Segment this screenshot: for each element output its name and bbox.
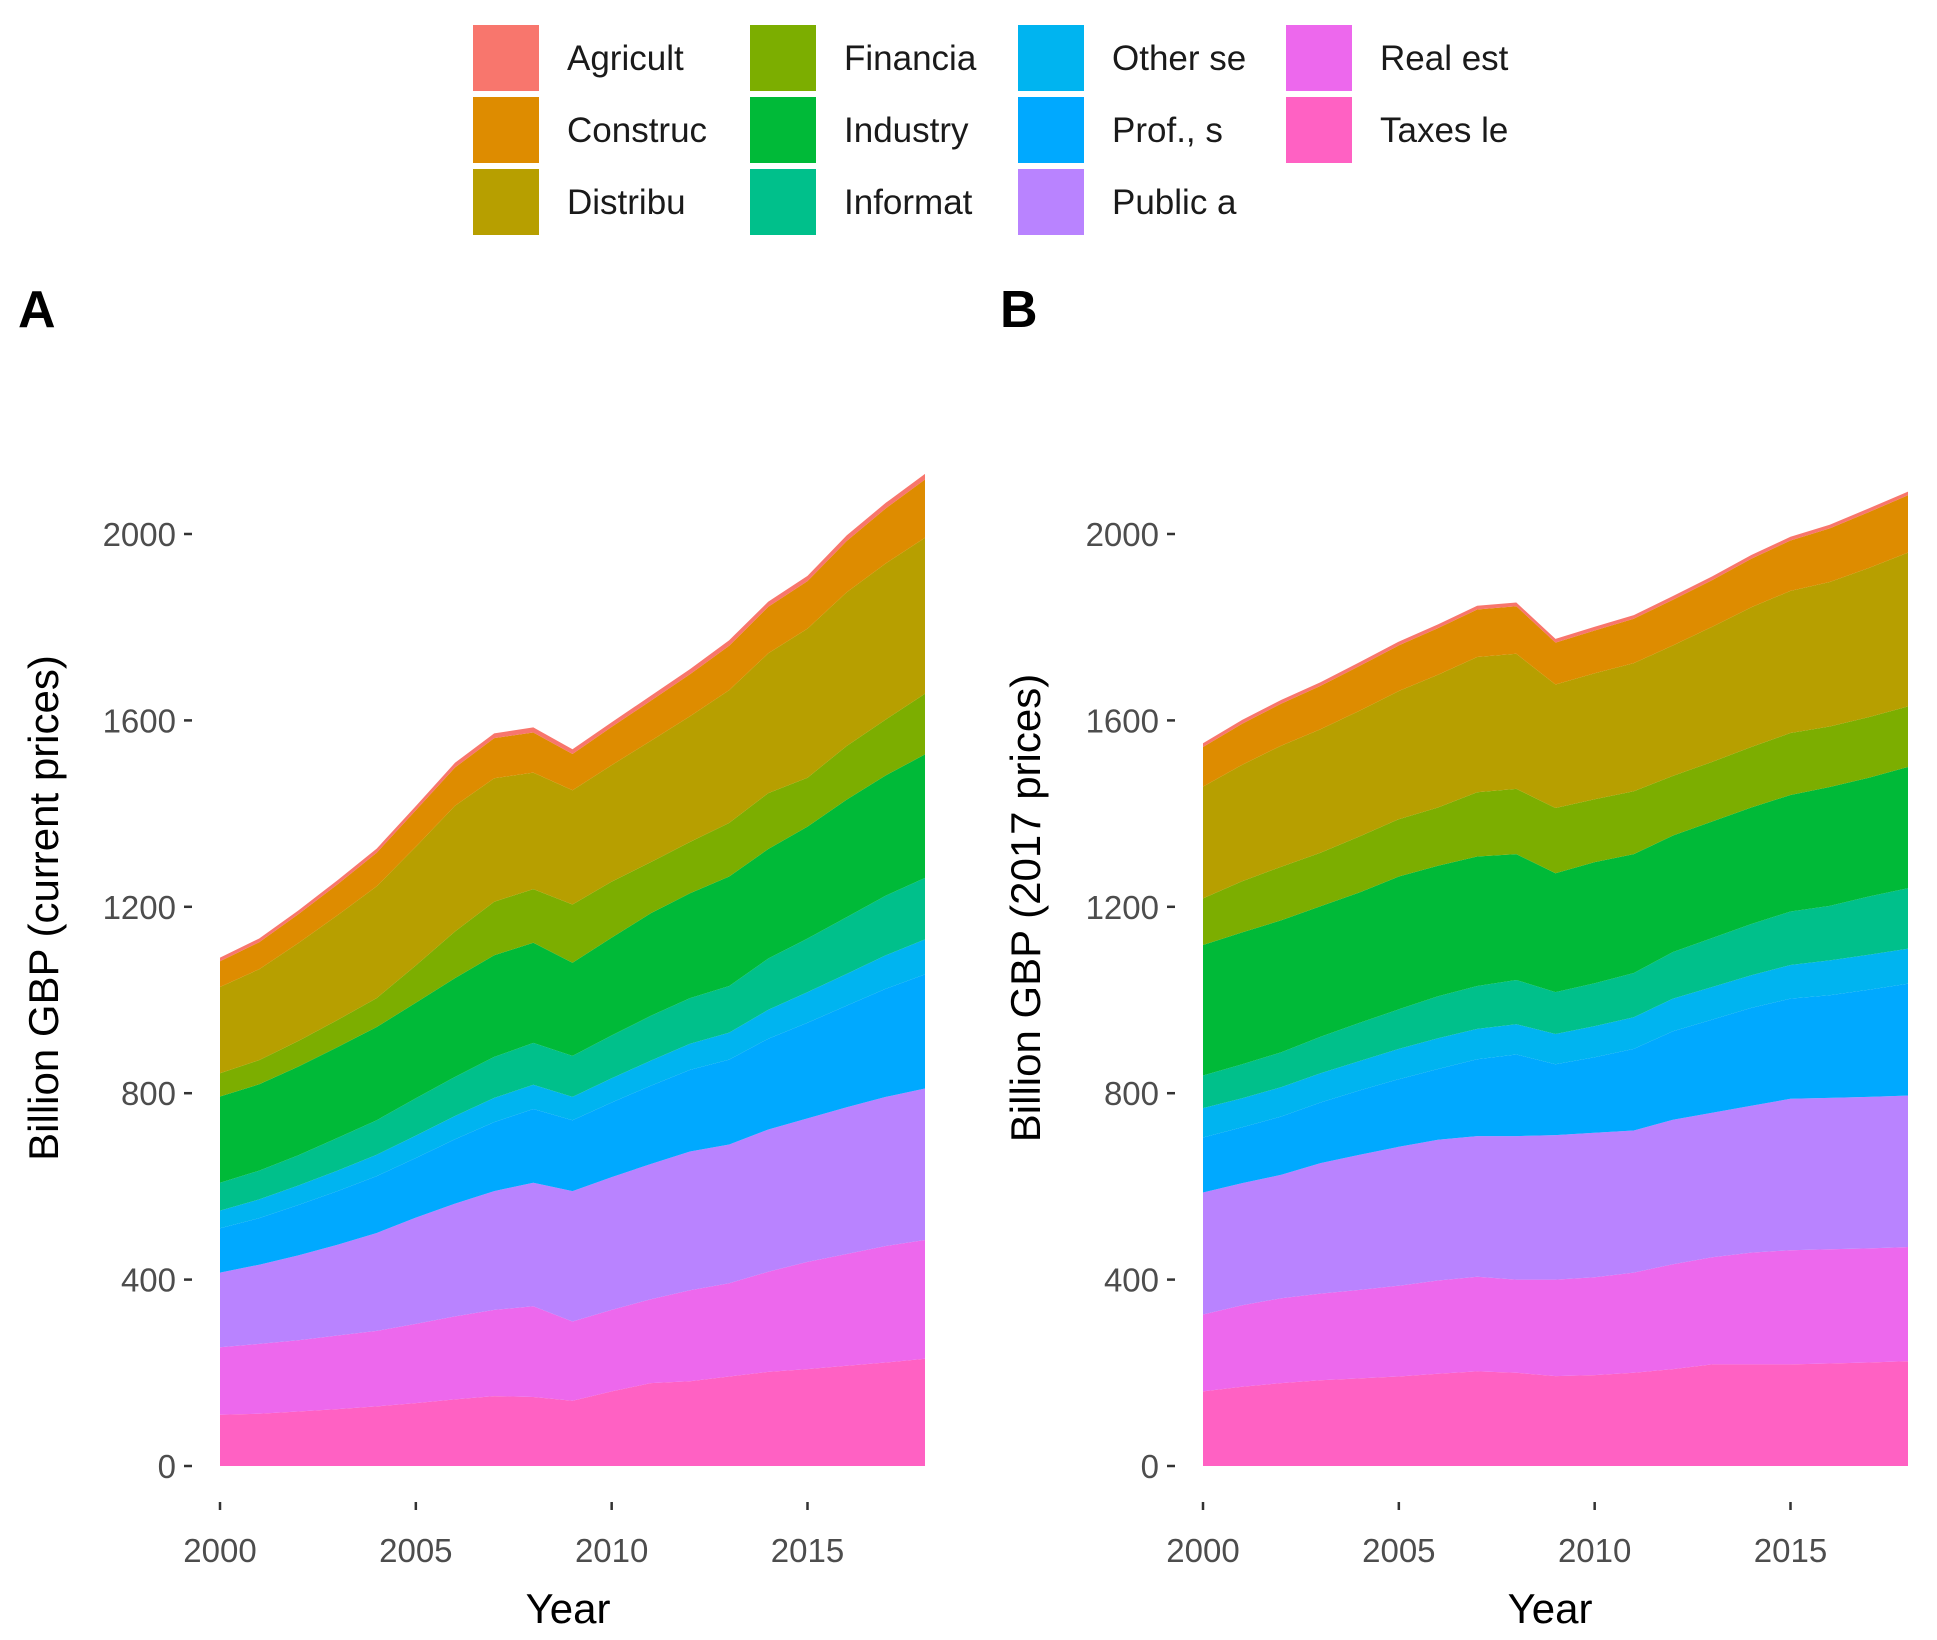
panel-a-tag: A xyxy=(18,281,56,339)
panel-a-area-public-a xyxy=(220,1088,925,1348)
legend-label-industry: Industry xyxy=(844,111,969,150)
panel-b-xtick-label: 2005 xyxy=(1362,1532,1435,1569)
panel-b-ytick-label: 0 xyxy=(1141,1448,1159,1485)
panel-b-xtick-label: 2000 xyxy=(1166,1532,1239,1569)
panel-b-area-other-se xyxy=(1203,948,1908,1138)
legend-label-public-a: Public a xyxy=(1112,183,1237,222)
panel-a-area-informat xyxy=(220,877,925,1211)
panel-a-ytick-label: 0 xyxy=(158,1448,176,1485)
panel-b-ytick-label: 2000 xyxy=(1086,516,1159,553)
panel-a-area-financia xyxy=(220,693,925,1097)
panel-b-areas xyxy=(1203,491,1908,1466)
panel-b-x-axis: 2000 2005 2010 2015 xyxy=(1166,1502,1827,1569)
panel-b-xtick-label: 2015 xyxy=(1754,1532,1827,1569)
legend-key-public-a xyxy=(1018,169,1084,235)
panel-a-area-industry xyxy=(220,754,925,1183)
panel-b-area-financia xyxy=(1203,706,1908,945)
panel-a-xlabel: Year xyxy=(526,1585,611,1632)
legend-key-prof-s xyxy=(1018,97,1084,163)
legend-key-financia xyxy=(750,25,816,91)
panel-a-area-taxes-le xyxy=(220,1358,925,1466)
panel-a-area-distribu xyxy=(220,537,925,1074)
legend-key-distribu xyxy=(473,169,539,235)
panel-a-y-axis: 0 400 800 1200 1600 2000 xyxy=(103,516,192,1485)
legend-key-other-se xyxy=(1018,25,1084,91)
panel-a-ytick-label: 400 xyxy=(121,1262,176,1299)
legend-key-industry xyxy=(750,97,816,163)
panel-b-area-prof-s xyxy=(1203,983,1908,1193)
panel-a-ytick-label: 800 xyxy=(121,1075,176,1112)
panel-a-x-axis: 2000 2005 2010 2015 xyxy=(183,1502,844,1569)
panel-a-area-real-est xyxy=(220,1240,925,1415)
legend-label-distribu: Distribu xyxy=(567,183,686,222)
panel-b-xtick-label: 2010 xyxy=(1558,1532,1631,1569)
panel-a-ytick-label: 1600 xyxy=(103,702,176,739)
panel-b-area-real-est xyxy=(1203,1247,1908,1392)
panel-b-tag: B xyxy=(1000,281,1038,339)
panel-b-ytick-label: 800 xyxy=(1104,1075,1159,1112)
legend-label-construc: Construc xyxy=(567,111,707,150)
panel-a-xtick-label: 2000 xyxy=(183,1532,256,1569)
panel-b-area-taxes-le xyxy=(1203,1361,1908,1466)
panel-b-y-axis: 0 400 800 1200 1600 2000 xyxy=(1086,516,1175,1485)
panel-b-ytick-label: 1200 xyxy=(1086,889,1159,926)
legend-label-other-se: Other se xyxy=(1112,39,1246,78)
legend-key-informat xyxy=(750,169,816,235)
panel-b-area-industry xyxy=(1203,767,1908,1076)
panel-a-xtick-label: 2015 xyxy=(771,1532,844,1569)
panel-b-xlabel: Year xyxy=(1508,1585,1593,1632)
legend-label-real-est: Real est xyxy=(1380,39,1509,78)
panel-b-ylabel: Billion GBP (2017 prices) xyxy=(1002,674,1049,1142)
panel-a-ytick-label: 2000 xyxy=(103,516,176,553)
legend-label-financia: Financia xyxy=(844,39,977,78)
panel-a: A 0 400 800 1200 1600 2000 2000 2005 2010 2015 Y… xyxy=(18,281,925,1632)
legend-label-informat: Informat xyxy=(844,183,973,222)
legend-key-real-est xyxy=(1286,25,1352,91)
panel-a-area-other-se xyxy=(220,939,925,1229)
panel-b-area-informat xyxy=(1203,888,1908,1109)
panel-a-area-construc xyxy=(220,479,925,987)
legend: Agricult Construc Distribu Financia Industry… xyxy=(473,25,1509,235)
legend-key-construc xyxy=(473,97,539,163)
legend-label-taxes-le: Taxes le xyxy=(1380,111,1508,150)
legend-label-agricult: Agricult xyxy=(567,39,684,78)
legend-label-prof-s: Prof., s xyxy=(1112,111,1223,150)
panel-b-ytick-label: 1600 xyxy=(1086,702,1159,739)
panel-a-xtick-label: 2005 xyxy=(379,1532,452,1569)
panel-b-area-public-a xyxy=(1203,1095,1908,1315)
panel-a-ylabel: Billion GBP (current prices) xyxy=(20,655,67,1161)
panel-b-ytick-label: 400 xyxy=(1104,1262,1159,1299)
panel-b: B 0 400 800 1200 1600 2000 2000 2005 2010 2015 Y… xyxy=(1000,281,1908,1632)
panel-b-area-distribu xyxy=(1203,552,1908,899)
panel-a-area-prof-s xyxy=(220,974,925,1273)
legend-key-taxes-le xyxy=(1286,97,1352,163)
panel-a-ytick-label: 1200 xyxy=(103,889,176,926)
panel-a-areas xyxy=(220,473,925,1466)
legend-key-agricult xyxy=(473,25,539,91)
panel-a-xtick-label: 2010 xyxy=(575,1532,648,1569)
